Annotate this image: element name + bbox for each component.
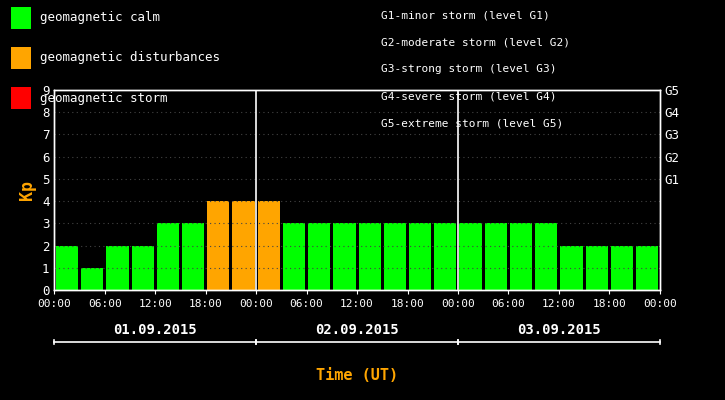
Text: geomagnetic storm: geomagnetic storm — [40, 92, 167, 104]
Bar — [560, 246, 583, 290]
Bar — [611, 246, 633, 290]
Bar — [81, 268, 103, 290]
Text: geomagnetic calm: geomagnetic calm — [40, 12, 160, 24]
Bar — [107, 246, 128, 290]
Bar — [233, 201, 254, 290]
Text: 01.09.2015: 01.09.2015 — [113, 323, 197, 337]
Text: 02.09.2015: 02.09.2015 — [315, 323, 399, 337]
Bar — [308, 223, 331, 290]
Text: geomagnetic disturbances: geomagnetic disturbances — [40, 52, 220, 64]
Text: Time (UT): Time (UT) — [316, 368, 398, 384]
Bar — [409, 223, 431, 290]
Text: G3-strong storm (level G3): G3-strong storm (level G3) — [381, 64, 556, 74]
Bar — [359, 223, 381, 290]
Bar — [384, 223, 406, 290]
Bar — [510, 223, 532, 290]
Bar — [434, 223, 457, 290]
Y-axis label: Kp: Kp — [18, 180, 36, 200]
Bar — [56, 246, 78, 290]
Text: G2-moderate storm (level G2): G2-moderate storm (level G2) — [381, 37, 570, 47]
Bar — [157, 223, 179, 290]
Bar — [485, 223, 507, 290]
Text: G1-minor storm (level G1): G1-minor storm (level G1) — [381, 10, 550, 20]
Bar — [535, 223, 558, 290]
Bar — [131, 246, 154, 290]
Text: G4-severe storm (level G4): G4-severe storm (level G4) — [381, 92, 556, 102]
Bar — [636, 246, 658, 290]
Bar — [207, 201, 229, 290]
Bar — [182, 223, 204, 290]
Bar — [460, 223, 481, 290]
Bar — [586, 246, 608, 290]
Text: 03.09.2015: 03.09.2015 — [517, 323, 601, 337]
Text: G5-extreme storm (level G5): G5-extreme storm (level G5) — [381, 119, 563, 129]
Bar — [283, 223, 305, 290]
Bar — [334, 223, 355, 290]
Bar — [257, 201, 280, 290]
